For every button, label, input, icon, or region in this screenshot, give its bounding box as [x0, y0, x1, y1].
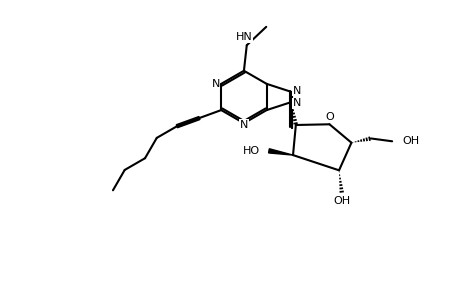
Text: OH: OH	[333, 196, 349, 206]
Text: N: N	[239, 120, 248, 130]
Text: HN: HN	[235, 33, 252, 42]
Text: N: N	[293, 98, 301, 108]
Text: O: O	[325, 112, 334, 122]
Text: HO: HO	[243, 146, 259, 156]
Text: N: N	[293, 86, 301, 96]
Text: N: N	[211, 79, 219, 89]
Text: OH: OH	[401, 136, 418, 146]
Polygon shape	[268, 149, 293, 155]
